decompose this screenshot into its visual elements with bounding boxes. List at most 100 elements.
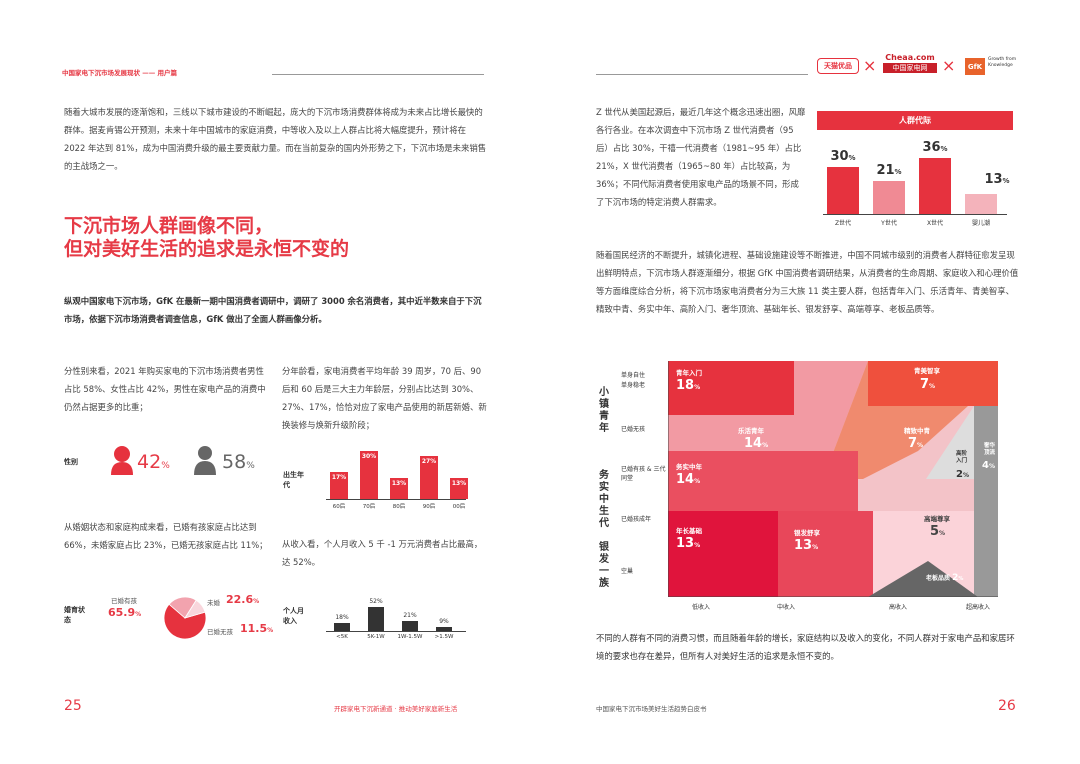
age-chart: 17% 60后 30% 70后 13% 80后 27% 90后 13% 00后 bbox=[326, 445, 478, 513]
seg-pct-unit: % bbox=[939, 530, 946, 537]
segment-plot bbox=[668, 361, 998, 597]
seg-pct-value: 5 bbox=[930, 524, 940, 539]
header-rule-right bbox=[596, 74, 808, 75]
seg-pct-value: 4 bbox=[982, 460, 989, 471]
seg-pct-value: 13 bbox=[794, 538, 813, 553]
seg-high-entry bbox=[926, 406, 974, 479]
gen-bar bbox=[873, 181, 905, 214]
age-bar-label: 30% bbox=[361, 453, 377, 460]
income-tick-label: >1.5W bbox=[434, 634, 454, 640]
seg-pct-value: 7 bbox=[908, 436, 918, 451]
gender-text: 分性别来看，2021 年购买家电的下沉市场消费者男性占比 58%、女性占比 42… bbox=[64, 366, 266, 412]
marital-label: 婚育状态 bbox=[64, 606, 85, 624]
seg-boss-unit: % bbox=[958, 576, 964, 582]
col-label-mid: 中收入 bbox=[776, 604, 795, 611]
gen-bar bbox=[919, 158, 951, 214]
page-number-left: 25 bbox=[64, 698, 82, 714]
footer-title: 中国家电下沉市场美好生活趋势白皮书 bbox=[596, 705, 707, 713]
seg-pct-value: 13 bbox=[676, 536, 695, 551]
seg-label-basic-old: 年长基础 bbox=[676, 527, 702, 535]
gen-chart-title: 人群代际 bbox=[817, 111, 1013, 130]
income-bar bbox=[368, 607, 384, 631]
unmarried-pct: 22.6% bbox=[226, 593, 259, 606]
income-bar bbox=[402, 621, 418, 631]
seg-pct-value: 14 bbox=[744, 436, 763, 451]
age-chart-label: 出生年代 bbox=[283, 471, 304, 489]
age-tick-label: 80后 bbox=[392, 504, 406, 510]
seg-pct-unit: % bbox=[694, 384, 701, 391]
income-bar-label: 21% bbox=[403, 612, 417, 620]
seg-pct-unit: % bbox=[962, 472, 969, 479]
age-bar bbox=[390, 478, 408, 499]
seg-pct-value: 18 bbox=[676, 378, 695, 393]
age-tick-label: 90后 bbox=[422, 504, 436, 510]
married-kids-label: 已婚有孩 bbox=[111, 597, 137, 605]
income-tick-label: 1W-1.5W bbox=[397, 634, 423, 640]
female-pct-sign: % bbox=[161, 461, 170, 471]
gen-bar-label: 30% bbox=[823, 149, 863, 164]
female-pct-value: 42 bbox=[137, 451, 162, 473]
col-label-high: 高收入 bbox=[888, 604, 907, 611]
cheaa-logo: Cheaa.com 中国家电网 bbox=[883, 53, 937, 75]
income-bar bbox=[436, 626, 452, 631]
seg-pct-refined: 7% bbox=[908, 436, 923, 451]
segment-text: 随着国民经济的不断提升，城镇化进程、基础设施建设等不断推进，中国不同城市级别的消… bbox=[596, 250, 1019, 314]
age-bar bbox=[450, 478, 468, 499]
footer-slogan: 开辟家电下沉新通道 · 推动美好家庭新生活 bbox=[334, 705, 458, 713]
income-text: 从收入看，个人月收入 5 千 -1 万元消费者占比最高，达 52%。 bbox=[282, 539, 483, 567]
gen-bar bbox=[827, 167, 859, 214]
seg-label-young-smart: 青美智享 bbox=[914, 367, 940, 375]
gen-bar-label: 21% bbox=[869, 163, 909, 178]
headline-line2: 但对美好生活的追求是永恒不变的 bbox=[64, 238, 350, 260]
female-pct: 42% bbox=[137, 451, 170, 473]
seg-pct-young-entry: 18% bbox=[676, 378, 700, 393]
income-bar-label: 52% bbox=[369, 598, 383, 605]
seg-pct-young-smart: 7% bbox=[920, 377, 935, 392]
tmall-logo: 天猫优品 bbox=[817, 58, 859, 74]
seg-pct-luxury: 4% bbox=[982, 460, 995, 471]
gen-bar-label-unit: % bbox=[848, 154, 856, 163]
married-nokids-label: 已婚无孩 bbox=[207, 628, 233, 636]
age-bar-label: 17% bbox=[331, 473, 347, 481]
times-1: × bbox=[863, 56, 877, 75]
marital-pie bbox=[163, 596, 207, 640]
seg-young-happy bbox=[668, 361, 868, 479]
seg-pct-unit: % bbox=[694, 478, 701, 485]
age-tick-label: 70后 bbox=[362, 504, 376, 510]
gen-tick-label: Y世代 bbox=[881, 220, 897, 227]
seg-luxury bbox=[974, 406, 998, 597]
seg-young-entry bbox=[668, 361, 794, 415]
age-text: 分年龄看，家电消费者平均年龄 39 周岁，70 后、90 后和 60 后是三大主… bbox=[282, 366, 487, 430]
seg-pct-value: 14 bbox=[676, 472, 695, 487]
seg-pct-unit: % bbox=[694, 542, 701, 549]
row-label-single-old: 单身稳老 bbox=[621, 382, 646, 389]
gen-bar-label: 36% bbox=[915, 140, 955, 155]
seg-pct-high-end: 5% bbox=[930, 524, 945, 539]
seg-label-refined: 精致中青 bbox=[904, 427, 930, 435]
seg-label-luxury: 奢华顶流 bbox=[984, 443, 996, 456]
income-label: 个人月收入 bbox=[283, 607, 304, 625]
gen-bar-label-value: 13 bbox=[984, 171, 1003, 187]
seg-pct-silver: 13% bbox=[794, 538, 818, 553]
income-bar-label: 9% bbox=[439, 617, 449, 625]
age-bar bbox=[420, 455, 438, 499]
headline-line1: 下沉市场人群画像不同， bbox=[64, 215, 274, 237]
age-bar-label: 13% bbox=[451, 480, 467, 488]
group-label-young: 小镇青年 bbox=[599, 387, 609, 434]
gen-chart: 30% Z世代 21% Y世代 36% X世代 13% 婴儿潮 bbox=[817, 130, 1013, 231]
col-label-low: 低收入 bbox=[691, 604, 710, 611]
unmarried-pct-value: 22.6 bbox=[226, 593, 254, 606]
income-bar bbox=[334, 622, 350, 631]
married-nokids-pct-value: 11.5 bbox=[240, 622, 268, 635]
male-icon bbox=[194, 446, 216, 475]
gen-bar-label-value: 21 bbox=[876, 163, 895, 179]
gen-bar bbox=[965, 193, 997, 214]
row-label-married-nokids: 已婚无孩 bbox=[621, 426, 646, 433]
age-axis bbox=[326, 499, 466, 500]
income-tick-label: <5K bbox=[336, 634, 348, 640]
seg-label-practical-mid: 务实中年 bbox=[676, 463, 702, 471]
married-kids-pct-sign: % bbox=[135, 611, 142, 618]
seg-pct-unit: % bbox=[762, 442, 769, 449]
seg-basic-old bbox=[668, 511, 778, 597]
income-tick-label: 5K-1W bbox=[367, 634, 385, 640]
